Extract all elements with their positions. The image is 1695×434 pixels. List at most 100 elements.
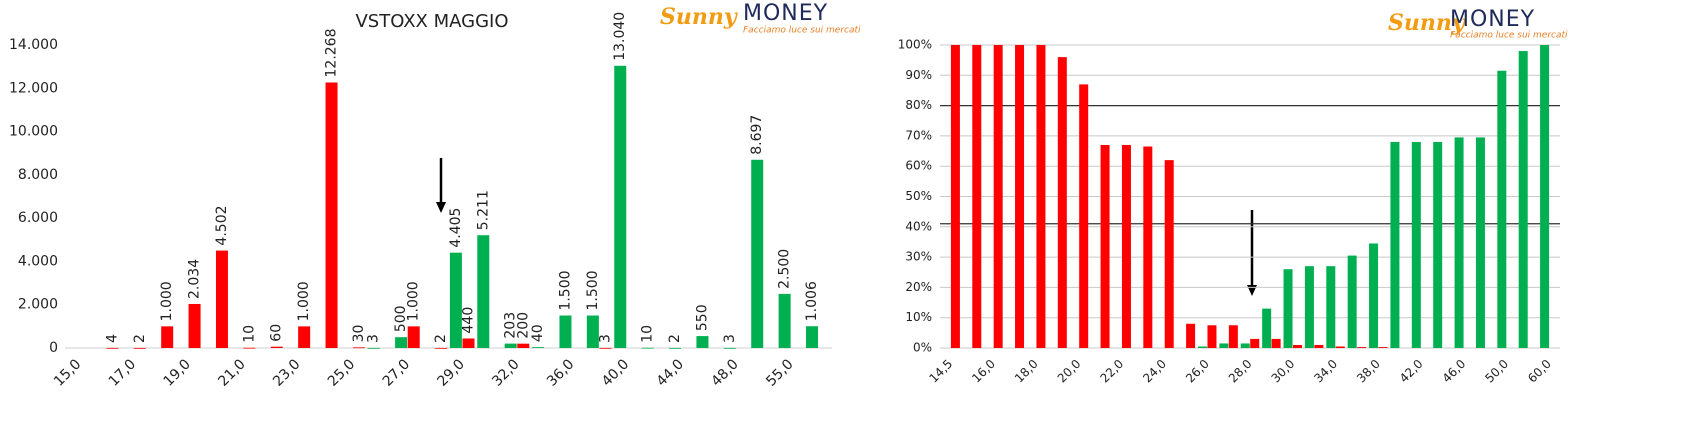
data-label: 2 — [433, 334, 449, 343]
x-tick-label: 42,0 — [1397, 357, 1426, 386]
y-tick-label: 100% — [898, 38, 932, 52]
data-label: 60 — [269, 324, 285, 342]
bar — [614, 65, 627, 348]
bar — [1518, 51, 1528, 349]
logo-brand: Sunny — [660, 4, 739, 30]
y-tick-label: 40% — [905, 219, 932, 233]
x-tick-label: 18,0 — [1012, 357, 1041, 386]
bar — [1240, 343, 1250, 348]
arrow — [1247, 210, 1257, 296]
bar — [477, 235, 490, 348]
bar — [1540, 45, 1550, 348]
data-label: 4.405 — [448, 208, 464, 248]
y-tick-label: 20% — [905, 280, 932, 294]
data-label: 1.000 — [296, 281, 312, 321]
bar — [161, 326, 174, 348]
x-tick-label: 29,0 — [434, 356, 467, 389]
y-tick-label: 6.000 — [18, 210, 58, 226]
data-label: 1.006 — [804, 281, 820, 321]
data-label: 203 — [503, 312, 519, 339]
x-tick-label: 38,0 — [1354, 357, 1383, 386]
bar — [1497, 70, 1507, 348]
bar — [1271, 338, 1281, 348]
bar — [1186, 323, 1196, 348]
y-tick-label: 10% — [905, 310, 932, 324]
bar — [1100, 144, 1110, 348]
data-label: 8.697 — [749, 115, 765, 155]
bar — [188, 303, 201, 348]
y-tick-label: 12.000 — [9, 80, 58, 96]
x-tick-label: 20,0 — [1055, 357, 1084, 386]
data-label: 200 — [515, 312, 531, 339]
bar — [1326, 266, 1336, 348]
bar — [532, 347, 545, 348]
bar — [751, 159, 764, 348]
x-tick-label: 48,0 — [708, 356, 741, 389]
bar — [395, 337, 408, 348]
bar — [1262, 308, 1272, 348]
x-tick-label: 17,0 — [106, 356, 139, 389]
data-label: 30 — [351, 325, 367, 343]
bar — [950, 45, 960, 348]
x-tick-label: 32,0 — [489, 356, 522, 389]
bar — [1390, 141, 1400, 348]
x-tick-label: 27,0 — [380, 356, 413, 389]
bar — [1079, 84, 1089, 348]
y-tick-label: 90% — [905, 68, 932, 82]
bar — [1219, 343, 1229, 348]
logo-name: MONEY — [1450, 7, 1535, 32]
data-label: 1.500 — [557, 270, 573, 310]
bar — [1164, 160, 1174, 348]
y-tick-label: 2.000 — [18, 297, 58, 313]
x-tick-label: 28,0 — [1226, 357, 1255, 386]
bar — [1121, 144, 1131, 348]
bar — [641, 347, 654, 349]
bar — [1411, 141, 1421, 348]
data-label: 2.034 — [187, 259, 203, 299]
data-label: 3 — [366, 334, 382, 343]
bar — [723, 347, 736, 349]
x-tick-label: 50,0 — [1482, 357, 1511, 386]
x-tick-label: 15,0 — [51, 356, 84, 389]
data-label: 500 — [393, 305, 409, 332]
x-tick-label: 21,0 — [215, 356, 248, 389]
x-tick-label: 30,0 — [1269, 357, 1298, 386]
x-tick-label: 25,0 — [325, 356, 358, 389]
data-label: 550 — [694, 304, 710, 331]
logo-name: MONEY — [743, 1, 828, 26]
arrow — [436, 158, 446, 213]
data-label: 40 — [530, 324, 546, 342]
y-tick-label: 30% — [905, 250, 932, 264]
bar — [1198, 346, 1208, 348]
bar — [1433, 141, 1443, 348]
y-tick-label: 70% — [905, 128, 932, 142]
data-label: 12.268 — [324, 28, 340, 77]
x-tick-label: 24,0 — [1140, 357, 1169, 386]
x-tick-label: 19,0 — [161, 356, 194, 389]
bar — [1250, 338, 1260, 348]
x-tick-label: 26,0 — [1183, 357, 1212, 386]
y-tick-label: 0% — [913, 341, 932, 355]
y-tick-label: 4.000 — [18, 253, 58, 269]
y-tick-label: 10.000 — [9, 124, 58, 140]
x-tick-label: 36,0 — [544, 356, 577, 389]
bar — [993, 45, 1003, 348]
x-tick-label: 55,0 — [763, 356, 796, 389]
data-label: 2 — [132, 334, 148, 343]
bar — [106, 347, 119, 349]
bar — [778, 293, 791, 348]
bar — [599, 347, 612, 349]
x-tick-label: 23,0 — [270, 356, 303, 389]
data-label: 10 — [241, 325, 257, 343]
y-tick-label: 14.000 — [9, 37, 58, 53]
logo-tagline: Facciamo luce sui mercati — [1450, 31, 1568, 41]
bar — [559, 315, 572, 348]
bar — [133, 347, 146, 349]
y-tick-label: 8.000 — [18, 167, 58, 183]
data-label: 2 — [667, 334, 683, 343]
data-label: 1.000 — [406, 281, 422, 321]
bar — [1292, 344, 1302, 348]
bar — [586, 315, 599, 348]
data-label: 4 — [104, 334, 120, 343]
data-label: 1.000 — [159, 281, 175, 321]
